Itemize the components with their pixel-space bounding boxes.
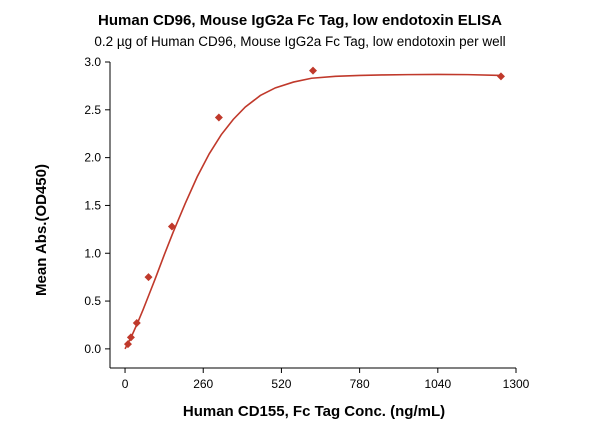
data-point [214, 113, 223, 122]
data-point [309, 66, 317, 75]
data-point [132, 319, 141, 328]
x-tick-label: 1040 [424, 377, 451, 391]
data-points [123, 66, 505, 349]
y-ticks: 0.0 0.5 1.0 1.5 2.0 2.5 3.0 [84, 55, 110, 356]
x-tick-label: 1300 [503, 377, 530, 391]
x-tick-label: 520 [271, 377, 291, 391]
x-axis-label: Human CD155, Fc Tag Conc. (ng/mL) [183, 403, 445, 420]
y-tick-label: 0.5 [84, 294, 101, 308]
x-tick-label: 0 [122, 377, 129, 391]
chart-title: Human CD96, Mouse IgG2a Fc Tag, low endo… [98, 12, 502, 29]
data-point [144, 273, 153, 282]
data-point [123, 340, 132, 349]
x-ticks: 0 260 520 780 1040 1300 [122, 368, 530, 391]
fit-curve-line [124, 73, 501, 350]
data-point [167, 222, 176, 231]
chart-subtitle: 0.2 µg of Human CD96, Mouse IgG2a Fc Tag… [94, 34, 505, 49]
data-point [496, 72, 505, 81]
y-axis-label: Mean Abs.(OD450) [33, 164, 50, 296]
data-point [126, 333, 135, 342]
y-tick-label: 1.5 [84, 198, 101, 212]
y-tick-label: 2.0 [84, 151, 101, 165]
y-tick-label: 1.0 [84, 246, 101, 260]
x-tick-label: 780 [350, 377, 370, 391]
y-tick-label: 0.0 [84, 342, 101, 356]
y-tick-label: 3.0 [84, 55, 101, 69]
plot-frame [109, 62, 516, 369]
y-tick-label: 2.5 [84, 103, 101, 117]
x-tick-label: 260 [193, 377, 213, 391]
